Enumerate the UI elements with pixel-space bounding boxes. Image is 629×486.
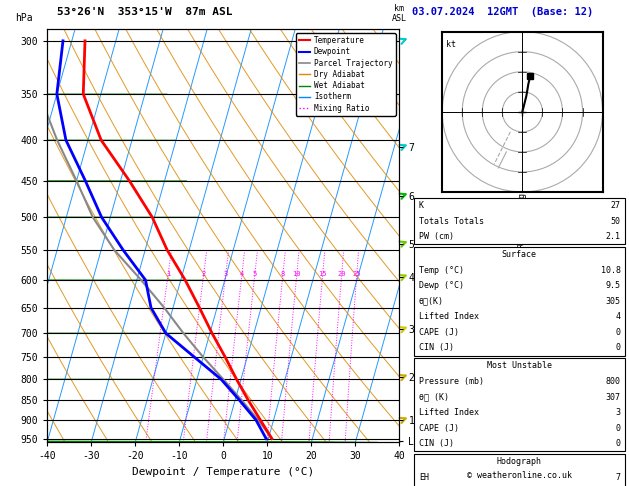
Text: 1: 1	[166, 271, 170, 277]
Text: PW (cm): PW (cm)	[419, 232, 454, 241]
Text: CAPE (J): CAPE (J)	[419, 424, 459, 433]
Text: hPa: hPa	[16, 13, 33, 23]
Text: 2: 2	[201, 271, 206, 277]
Text: Mixing Ratio (g/kg): Mixing Ratio (g/kg)	[518, 188, 527, 283]
Text: km
ASL: km ASL	[392, 3, 407, 23]
Text: 0: 0	[616, 344, 621, 352]
Text: 307: 307	[606, 393, 621, 401]
Text: Totals Totals: Totals Totals	[419, 217, 484, 226]
Text: K: K	[419, 201, 424, 210]
Text: 800: 800	[606, 377, 621, 386]
Text: 0: 0	[616, 328, 621, 337]
Text: 0: 0	[616, 439, 621, 448]
Text: Most Unstable: Most Unstable	[487, 362, 552, 370]
Text: 03.07.2024  12GMT  (Base: 12): 03.07.2024 12GMT (Base: 12)	[412, 7, 593, 17]
Text: 9.5: 9.5	[606, 281, 621, 290]
Text: © weatheronline.co.uk: © weatheronline.co.uk	[467, 471, 572, 480]
Text: 10: 10	[292, 271, 301, 277]
Text: CIN (J): CIN (J)	[419, 439, 454, 448]
Text: 3: 3	[223, 271, 228, 277]
Text: 0: 0	[616, 424, 621, 433]
Text: Pressure (mb): Pressure (mb)	[419, 377, 484, 386]
Text: CAPE (J): CAPE (J)	[419, 328, 459, 337]
Legend: Temperature, Dewpoint, Parcel Trajectory, Dry Adiabat, Wet Adiabat, Isotherm, Mi: Temperature, Dewpoint, Parcel Trajectory…	[296, 33, 396, 116]
Text: 8: 8	[281, 271, 285, 277]
Text: Temp (°C): Temp (°C)	[419, 266, 464, 275]
Text: kt: kt	[446, 39, 456, 49]
Text: 4: 4	[240, 271, 244, 277]
X-axis label: Dewpoint / Temperature (°C): Dewpoint / Temperature (°C)	[132, 467, 314, 477]
Text: Lifted Index: Lifted Index	[419, 312, 479, 321]
Text: 27: 27	[611, 201, 621, 210]
Text: 50: 50	[611, 217, 621, 226]
Text: Surface: Surface	[502, 250, 537, 259]
Text: 25: 25	[352, 271, 361, 277]
Text: 7: 7	[616, 473, 621, 482]
Text: 4: 4	[616, 312, 621, 321]
Text: 53°26'N  353°15'W  87m ASL: 53°26'N 353°15'W 87m ASL	[57, 7, 232, 17]
Text: θᴄ (K): θᴄ (K)	[419, 393, 449, 401]
Text: θᴄ(K): θᴄ(K)	[419, 297, 444, 306]
Text: CIN (J): CIN (J)	[419, 344, 454, 352]
Text: Hodograph: Hodograph	[497, 457, 542, 466]
Text: 2.1: 2.1	[606, 232, 621, 241]
Text: 3: 3	[616, 408, 621, 417]
Text: Dewp (°C): Dewp (°C)	[419, 281, 464, 290]
Text: Lifted Index: Lifted Index	[419, 408, 479, 417]
Text: 5: 5	[253, 271, 257, 277]
Text: 10.8: 10.8	[601, 266, 621, 275]
Text: 305: 305	[606, 297, 621, 306]
Text: 20: 20	[337, 271, 346, 277]
Text: EH: EH	[419, 473, 429, 482]
Text: 15: 15	[318, 271, 327, 277]
